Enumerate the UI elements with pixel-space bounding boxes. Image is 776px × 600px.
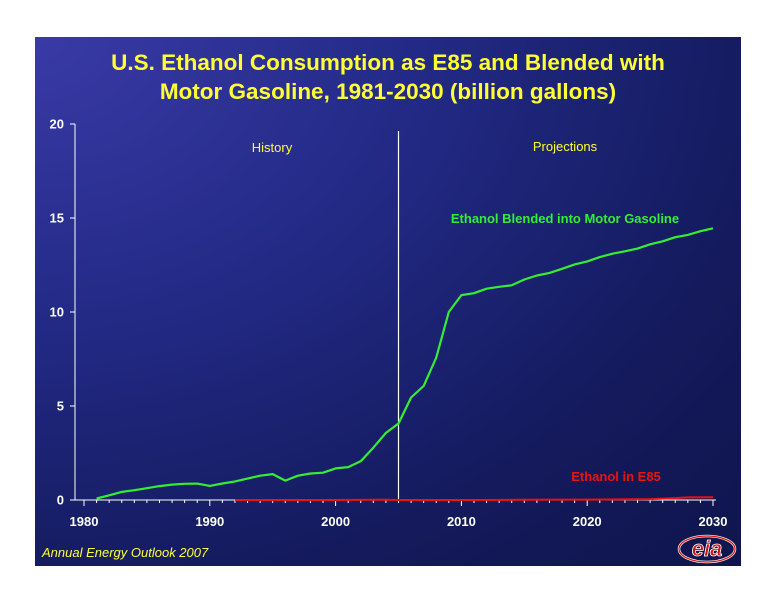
x-tick-label: 1990 [195,514,224,529]
x-tick-label: 1980 [70,514,99,529]
y-tick-label: 5 [57,399,64,414]
logo-text: eia [692,536,723,561]
series-label-blended: Ethanol Blended into Motor Gasoline [451,211,679,226]
slide-background [35,37,741,566]
x-tick-label: 2000 [321,514,350,529]
y-tick-label: 0 [57,493,64,508]
y-tick-label: 20 [50,117,64,132]
projections-label: Projections [533,139,598,154]
x-tick-label: 2030 [699,514,728,529]
x-tick-label: 2010 [447,514,476,529]
chart-title-line-2: Motor Gasoline, 1981-2030 (billion gallo… [159,79,617,104]
source-footer: Annual Energy Outlook 2007 [42,545,209,560]
y-tick-label: 10 [50,305,64,320]
x-tick-label: 2020 [573,514,602,529]
history-label: History [252,140,293,155]
chart-title-line-1: U.S. Ethanol Consumption as E85 and Blen… [111,50,665,75]
series-label-e85: Ethanol in E85 [571,469,661,484]
eia-logo: eia [677,534,737,564]
series-line-e85 [235,496,714,501]
y-tick-label: 15 [50,211,64,226]
series-line-blended [96,227,714,500]
chart-title: U.S. Ethanol Consumption as E85 and Blen… [35,48,741,106]
